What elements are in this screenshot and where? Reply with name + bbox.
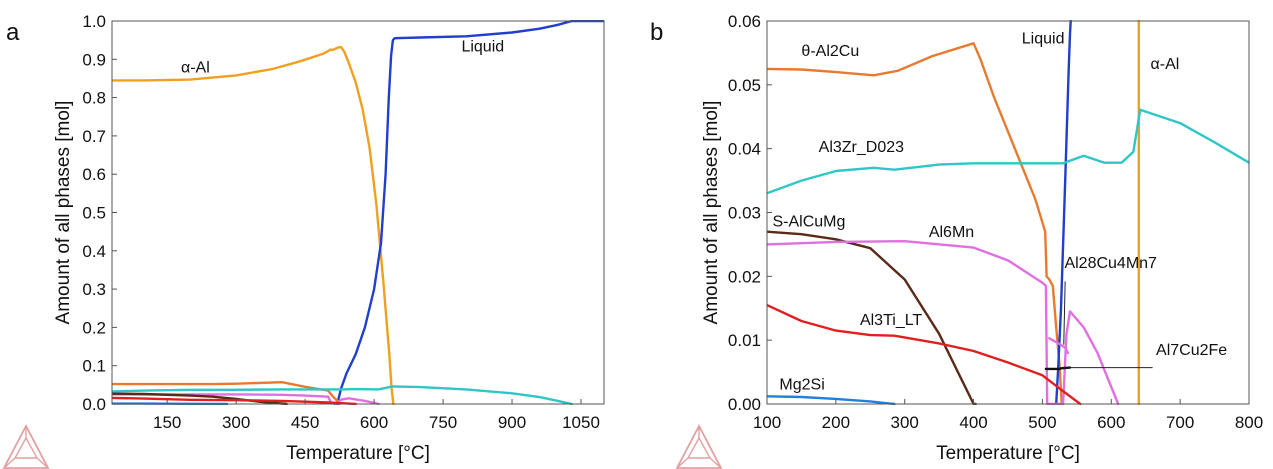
y-tick-label: 0.06 bbox=[728, 12, 761, 31]
series-line-Liquid bbox=[336, 20, 604, 405]
y-tick-label: 0.04 bbox=[728, 140, 761, 159]
series-line-S-AlCuMg bbox=[767, 230, 977, 405]
series-line-Liquid bbox=[1054, 20, 1072, 405]
series-label: Al7Cu2Fe bbox=[1156, 342, 1227, 359]
x-tick-label: 600 bbox=[360, 413, 388, 432]
series-line-Al3Ti_LT bbox=[112, 396, 357, 405]
x-tick-label: 300 bbox=[891, 413, 919, 432]
y-tick-label: 0.00 bbox=[728, 395, 761, 414]
y-tick-label: 0.8 bbox=[82, 89, 106, 108]
y-axis-title: Amount of all phases [mol] bbox=[53, 101, 74, 325]
thermocalc-logo-icon bbox=[2, 424, 50, 469]
x-tick-label: 150 bbox=[153, 413, 181, 432]
series-label: α-Al bbox=[1151, 56, 1180, 73]
series-label: α-Al bbox=[181, 60, 210, 77]
y-tick-label: 0.01 bbox=[728, 331, 761, 350]
leader-line-al28cu4mn7 bbox=[1063, 281, 1066, 345]
panel-letter: a bbox=[6, 19, 20, 46]
x-tick-label: 700 bbox=[1166, 413, 1194, 432]
x-axis-title: Temperature [°C] bbox=[936, 443, 1080, 464]
y-axis-title: Amount of all phases [mol] bbox=[701, 101, 722, 325]
x-axis-title: Temperature [°C] bbox=[286, 443, 430, 464]
y-tick-label: 0.05 bbox=[728, 76, 761, 95]
series-label: Mg2Si bbox=[779, 376, 824, 393]
y-tick-label: 1.0 bbox=[82, 12, 106, 31]
y-tick-label: 0.6 bbox=[82, 165, 106, 184]
series-label: Al3Ti_LT bbox=[860, 312, 922, 329]
y-tick-label: 0.9 bbox=[82, 50, 106, 69]
y-tick-label: 0.2 bbox=[82, 318, 106, 337]
panel-letter: b bbox=[650, 19, 663, 46]
series-line-Mg2Si bbox=[767, 395, 896, 405]
series-label: Al28Cu4Mn7 bbox=[1064, 255, 1157, 272]
x-tick-label: 900 bbox=[498, 413, 526, 432]
x-tick-label: 450 bbox=[291, 413, 319, 432]
series-label: Liquid bbox=[1022, 30, 1065, 47]
y-tick-label: 0.7 bbox=[82, 127, 106, 146]
series-line-Al28Cu4Mn7 bbox=[1048, 337, 1070, 355]
x-tick-label: 200 bbox=[822, 413, 850, 432]
series-line-α-Al bbox=[112, 45, 395, 405]
y-tick-label: 0.3 bbox=[82, 280, 106, 299]
x-tick-label: 300 bbox=[222, 413, 250, 432]
x-tick-label: 1050 bbox=[562, 413, 600, 432]
x-tick-label: 750 bbox=[429, 413, 457, 432]
series-line-Al3Zr_D023 bbox=[767, 108, 1249, 195]
y-tick-label: 0.1 bbox=[82, 357, 106, 376]
series-label: Liquid bbox=[461, 39, 504, 56]
series-line-S-AlCuMg bbox=[112, 392, 288, 405]
series-label: S-AlCuMg bbox=[773, 214, 846, 231]
series-group bbox=[112, 20, 604, 405]
x-tick-label: 400 bbox=[959, 413, 987, 432]
series-group bbox=[767, 20, 1249, 405]
series-line-Al3Ti_LT bbox=[767, 303, 1082, 405]
series-line-Al3Zr_D023 bbox=[112, 385, 573, 405]
y-tick-label: 0.5 bbox=[82, 204, 106, 223]
thermocalc-logo-icon bbox=[675, 424, 723, 469]
x-tick-label: 500 bbox=[1028, 413, 1056, 432]
y-tick-label: 0.02 bbox=[728, 267, 761, 286]
y-tick-label: 0.03 bbox=[728, 204, 761, 223]
series-line-Al7Cu2Fe bbox=[1044, 366, 1072, 371]
series-line-θ-Al2Cu bbox=[112, 381, 341, 405]
y-tick-label: 0.4 bbox=[82, 242, 106, 261]
series-label: Al6Mn bbox=[929, 224, 974, 241]
series-label: θ-Al2Cu bbox=[801, 43, 859, 60]
y-tick-label: 0.0 bbox=[82, 395, 106, 414]
chart-panel-b: b 100 200 300 400 500 600 700 800 0.00 0.01 0.02 0.0… bbox=[650, 12, 1263, 469]
x-tick-label: 600 bbox=[1097, 413, 1125, 432]
x-tick-label: 100 bbox=[753, 413, 781, 432]
series-label: Al3Zr_D023 bbox=[819, 139, 904, 156]
chart-panel-a: a 150 300 450 600 750 900 1050 0.0 0.1 0.2 0.3 0.4 0.… bbox=[2, 12, 605, 469]
x-tick-label: 800 bbox=[1235, 413, 1263, 432]
series-line-θ-Al2Cu bbox=[767, 42, 1063, 405]
